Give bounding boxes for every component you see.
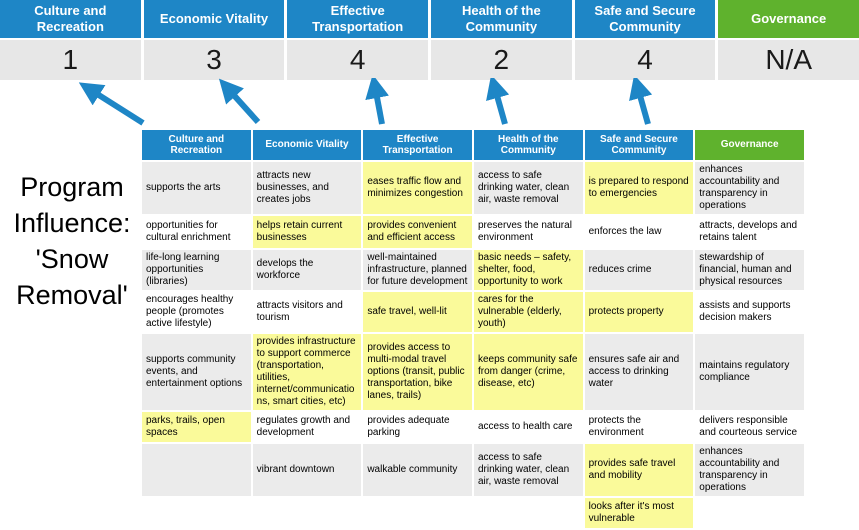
column-header: Health of the Community — [471, 128, 585, 162]
table-row: life-long learning opportunities (librar… — [140, 248, 806, 292]
influence-arrows — [78, 78, 653, 126]
table-cell: looks after it's most vulnerable — [582, 496, 696, 530]
table-cell — [693, 496, 806, 530]
table-cell: provides adequate parking — [361, 410, 474, 444]
table-row: vibrant downtown walkable community access… — [140, 442, 806, 498]
table-cell: access to safe drinking water, clean air… — [471, 442, 585, 498]
column-header: Culture and Recreation — [140, 128, 253, 162]
up-arrow-icon — [486, 78, 510, 125]
priority-header: Effective Transportation — [287, 0, 428, 38]
table-cell: parks, trails, open spaces — [140, 410, 253, 444]
column-header: Effective Transportation — [361, 128, 474, 162]
table-cell: ensures safe air and access to drinking … — [582, 332, 696, 412]
table-row: looks after it's most vulnerable — [140, 496, 806, 530]
table-cell: provides safe travel and mobility — [582, 442, 696, 498]
priority-score: N/A — [718, 40, 859, 80]
priority-header: Culture and Recreation — [0, 0, 141, 38]
table-cell: preserves the natural environment — [471, 214, 585, 250]
table-cell — [471, 496, 585, 530]
influence-table: Culture and Recreation Economic Vitality E… — [140, 128, 806, 530]
table-cell: vibrant downtown — [250, 442, 364, 498]
table-cell: delivers responsible and courteous servi… — [693, 410, 806, 444]
table-cell: life-long learning opportunities (librar… — [140, 248, 253, 292]
table-row: supports the arts attracts new businesses… — [140, 160, 806, 216]
priority-score: 4 — [574, 40, 716, 80]
table-cell: safe travel, well-lit — [361, 290, 474, 334]
table-cell — [250, 496, 364, 530]
priority-column-safe-secure-community: Safe and Secure Community 4 — [574, 0, 716, 80]
priority-score: 1 — [0, 40, 141, 80]
table-cell: regulates growth and development — [250, 410, 364, 444]
priority-header: Health of the Community — [431, 0, 572, 38]
table-cell: enforces the law — [582, 214, 696, 250]
table-cell: helps retain current businesses — [250, 214, 364, 250]
table-cell: keeps community safe from danger (crime,… — [471, 332, 585, 412]
column-header: Economic Vitality — [250, 128, 364, 162]
table-cell: provides convenient and efficient access — [361, 214, 474, 250]
priority-score: 3 — [143, 40, 285, 80]
table-cell: opportunities for cultural enrichment — [140, 214, 253, 250]
table-cell: protects property — [582, 290, 696, 334]
table-cell: reduces crime — [582, 248, 696, 292]
influence-table-body: supports the arts attracts new businesses… — [140, 160, 806, 530]
table-cell: attracts, develops and retains talent — [693, 214, 806, 250]
table-cell: provides infrastructure to support comme… — [250, 332, 364, 412]
table-cell: basic needs – safety, shelter, food, opp… — [471, 248, 585, 292]
table-row: supports community events, and entertain… — [140, 332, 806, 412]
up-arrow-icon — [218, 78, 261, 125]
priority-column-culture-recreation: Culture and Recreation 1 — [0, 0, 141, 80]
table-row: opportunities for cultural enrichment hel… — [140, 214, 806, 250]
priority-scoreband: Culture and Recreation 1 Economic Vitali… — [0, 0, 859, 80]
priority-score: 4 — [287, 40, 428, 80]
table-cell: access to health care — [471, 410, 585, 444]
priority-header: Safe and Secure Community — [574, 0, 716, 38]
table-cell: eases traffic flow and minimizes congest… — [361, 160, 474, 216]
priority-column-health-community: Health of the Community 2 — [431, 0, 572, 80]
table-cell: enhances accountability and transparency… — [693, 160, 806, 216]
priority-header: Governance — [718, 0, 859, 38]
table-cell: maintains regulatory compliance — [693, 332, 806, 412]
table-header-row: Culture and Recreation Economic Vitality E… — [140, 128, 806, 162]
table-cell: supports community events, and entertain… — [140, 332, 253, 412]
priority-column-effective-transportation: Effective Transportation 4 — [287, 0, 428, 80]
up-arrow-icon — [629, 78, 653, 125]
column-header: Safe and Secure Community — [582, 128, 696, 162]
priority-column-governance: Governance N/A — [718, 0, 859, 80]
table-cell: access to safe drinking water, clean air… — [471, 160, 585, 216]
up-arrow-icon — [78, 82, 145, 126]
table-cell: cares for the vulnerable (elderly, youth… — [471, 290, 585, 334]
table-cell: assists and supports decision makers — [693, 290, 806, 334]
table-cell: protects the environment — [582, 410, 696, 444]
table-cell: develops the workforce — [250, 248, 364, 292]
table-cell: is prepared to respond to emergencies — [582, 160, 696, 216]
priority-score: 2 — [431, 40, 572, 80]
table-cell: well-maintained infrastructure, planned … — [361, 248, 474, 292]
table-cell: encourages healthy people (promotes acti… — [140, 290, 253, 334]
table-cell — [140, 496, 253, 530]
table-cell — [140, 442, 253, 498]
column-header: Governance — [693, 128, 806, 162]
table-row: parks, trails, open spaces regulates grow… — [140, 410, 806, 444]
priority-column-economic-vitality: Economic Vitality 3 — [143, 0, 285, 80]
table-cell — [361, 496, 474, 530]
table-row: encourages healthy people (promotes acti… — [140, 290, 806, 334]
table-cell: attracts visitors and tourism — [250, 290, 364, 334]
table-cell: enhances accountability and transparency… — [693, 442, 806, 498]
influence-table-head: Culture and Recreation Economic Vitality E… — [140, 128, 806, 162]
priority-header: Economic Vitality — [143, 0, 285, 38]
table-cell: walkable community — [361, 442, 474, 498]
up-arrow-icon — [365, 78, 389, 125]
table-cell: provides access to multi-modal travel op… — [361, 332, 474, 412]
table-cell: supports the arts — [140, 160, 253, 216]
program-influence-title: Program Influence: 'Snow Removal' — [13, 172, 131, 310]
table-cell: attracts new businesses, and creates job… — [250, 160, 364, 216]
table-cell: stewardship of financial, human and phys… — [693, 248, 806, 292]
